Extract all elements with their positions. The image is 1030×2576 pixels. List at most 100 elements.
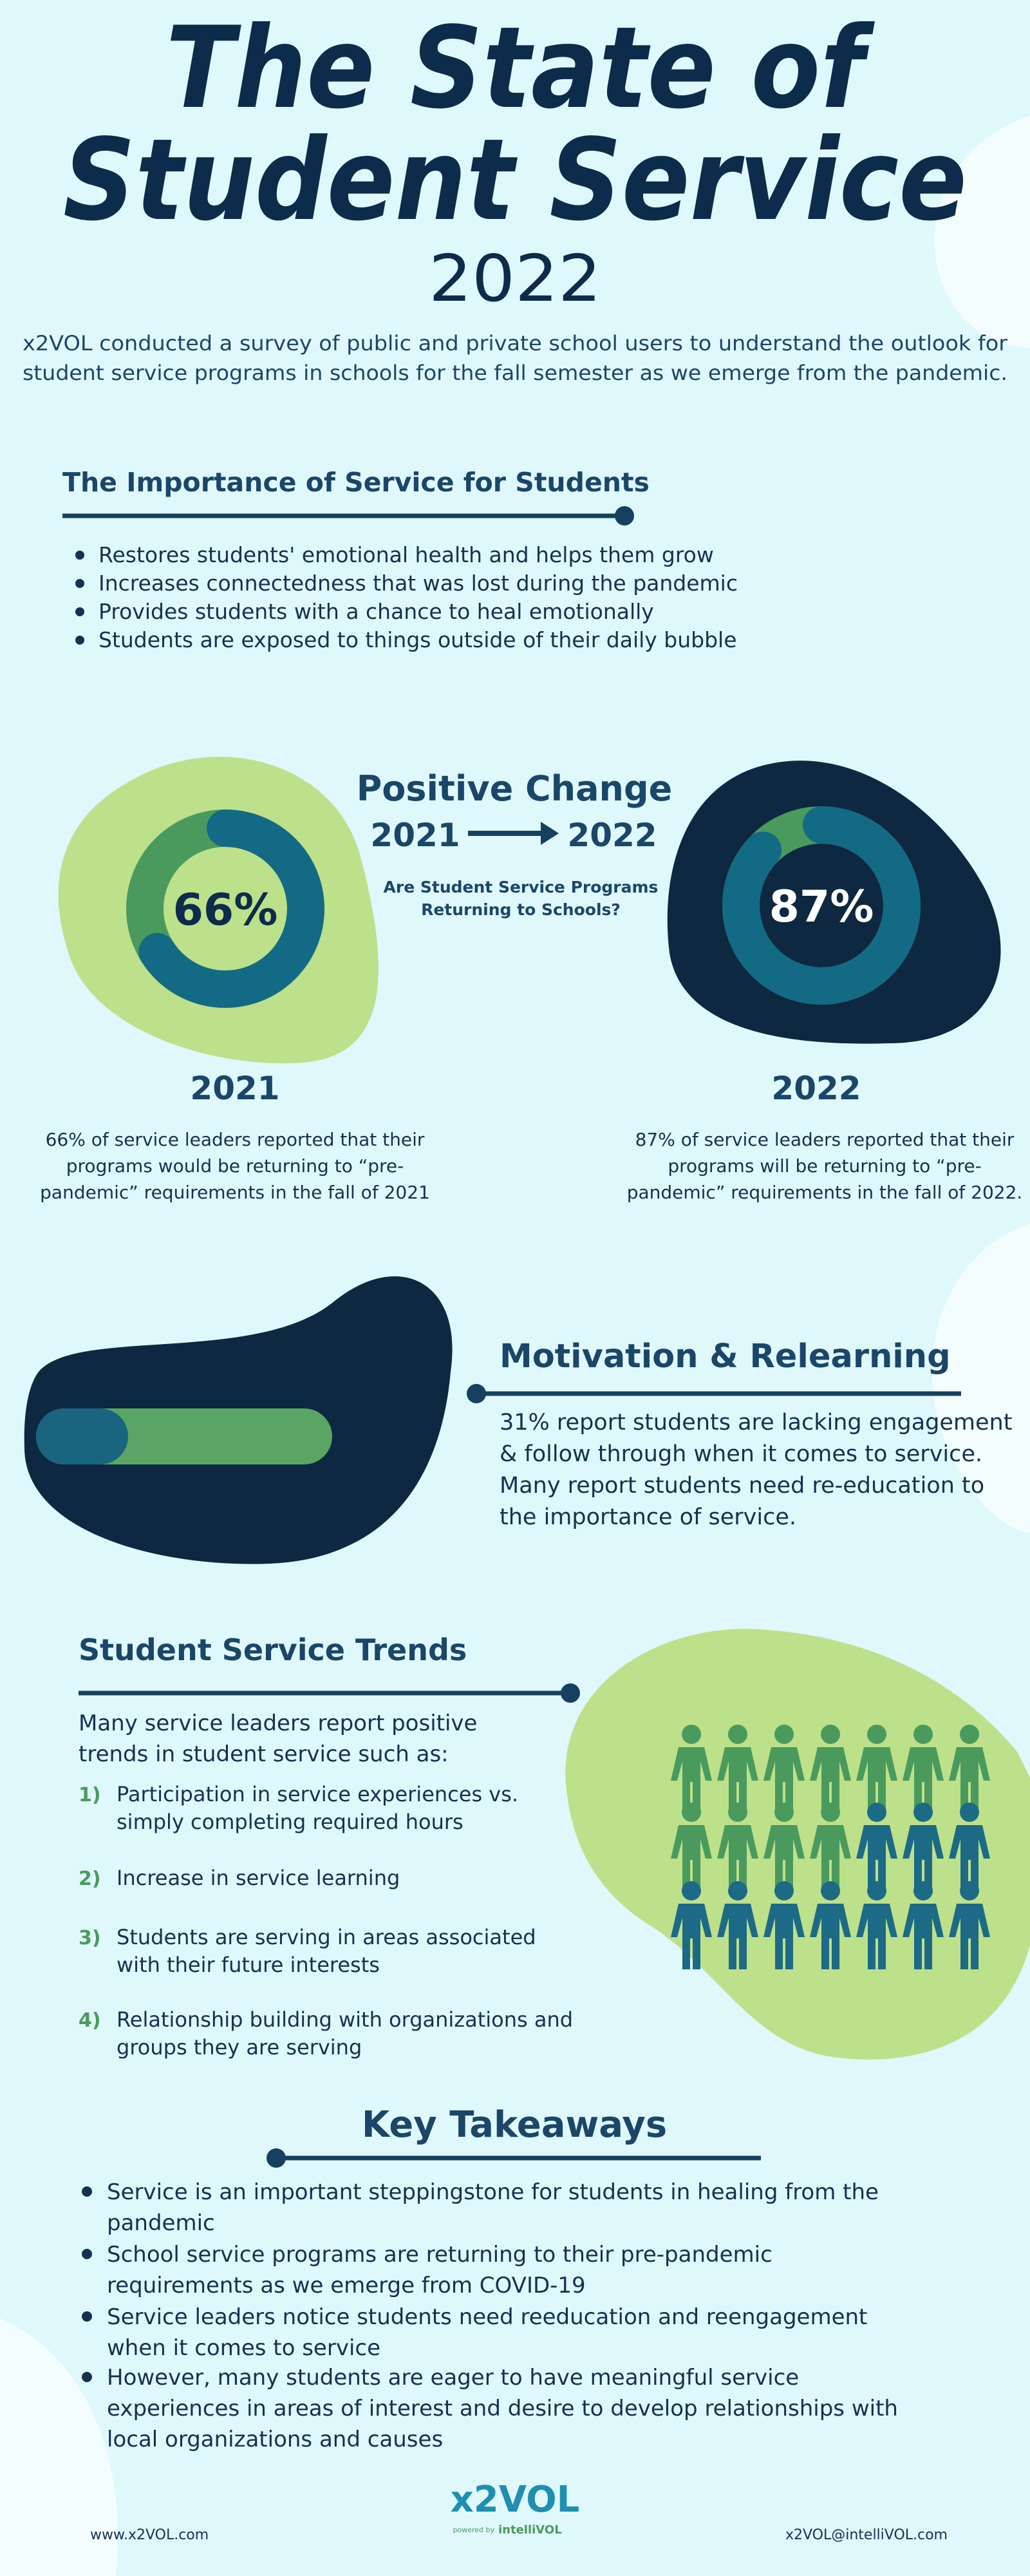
donut-description: programs will be returning to “pre- [668,1155,981,1177]
arrow-head [541,822,559,845]
email: x2VOL@intelliVOL.com [785,2527,948,2543]
person-body [671,1825,712,1891]
bg-blob [934,116,1030,348]
bullet-text: when it comes to service [107,2335,380,2361]
person-body [856,1825,897,1891]
divider-dot [561,1683,580,1703]
donut-label: 87% [769,882,874,933]
person-head [682,1725,701,1744]
item-text: Students are serving in areas associated [117,1925,536,1949]
bullet-text: Service is an important steppingstone fo… [107,2179,879,2205]
person-head [774,1803,794,1822]
donut-arc [722,806,921,1005]
title: Student Service [63,115,967,246]
person-body [810,1747,851,1813]
person-body [763,1904,805,1969]
bullet-text: School service programs are returning to… [107,2242,772,2268]
donut-year: 2021 [190,1070,279,1107]
donut-arc [126,810,324,1008]
section-title: The Importance of Service for Students [62,467,650,498]
person-head [821,1725,840,1744]
person-body [763,1747,805,1813]
person-body [949,1825,990,1891]
people-grid [671,1725,990,1969]
person-head [682,1881,701,1900]
bullet [82,2372,92,2382]
person-body [763,1825,805,1891]
item-text: simply completing required hours [117,1810,464,1834]
divider-dot [615,506,634,526]
bg-blob [932,1224,1030,1533]
donut-description: pandemic” requirements in the fall of 20… [627,1182,1023,1203]
title: The State of [166,3,876,134]
year-from: 2021 [370,817,460,854]
year: 2022 [429,241,601,316]
person-body [671,1904,712,1969]
bullet [82,2249,92,2259]
logo-brand: intelliVOL [498,2523,562,2537]
bullet [75,636,84,645]
motivation-text: & follow through when it comes to servic… [500,1441,982,1467]
bullet-text: Students are exposed to things outside o… [98,627,737,652]
item-number: 3) [79,1927,101,1949]
person-body [903,1825,944,1891]
person-head [960,1725,979,1744]
year-to: 2022 [567,817,657,854]
person-body [903,1904,944,1969]
bullet-text: Provides students with a chance to heal … [98,599,654,624]
person-head [774,1881,794,1900]
bullet-text: However, many students are eager to have… [107,2365,799,2391]
donut-description: 87% of service leaders reported that the… [635,1129,1015,1150]
section-title: Motivation & Relearning [500,1338,951,1376]
bullet-text: local organizations and causes [107,2427,443,2452]
item-text: Relationship building with organizations… [117,2007,573,2032]
section-title: Student Service Trends [79,1633,467,1667]
bullet [82,2311,92,2322]
blob [58,757,379,1064]
person-body [717,1825,758,1891]
person-body [717,1904,758,1969]
item-number: 1) [79,1784,101,1806]
bullet-text: Increases connectedness that was lost du… [98,571,738,596]
bullet [75,551,84,560]
divider-dot [467,1384,486,1403]
logo: x2VOL [451,2479,580,2521]
person-head [728,1881,747,1900]
person-head [960,1803,979,1822]
person-head [728,1725,747,1744]
person-body [903,1747,944,1813]
intro-text: x2VOL conducted a survey of public and p… [23,331,1008,355]
item-number: 4) [79,2009,101,2032]
donut-description: programs would be returning to “pre- [66,1155,404,1177]
bullet-text: experiences in areas of interest and des… [107,2396,898,2421]
question: Returning to Schools? [421,900,621,919]
person-body [810,1825,851,1891]
bullet-text: Restores students' emotional health and … [98,542,714,567]
motivation-text: the importance of service. [500,1504,796,1530]
item-text: with their future interests [117,1953,380,1977]
person-head [960,1881,979,1900]
donut-year: 2022 [771,1070,861,1107]
intro-text: student service programs in schools for … [23,361,1007,385]
person-head [913,1725,933,1744]
trends-intro: Many service leaders report positive [79,1710,477,1736]
person-head [867,1803,886,1822]
person-head [682,1803,701,1822]
person-head [728,1803,747,1822]
item-text: Increase in service learning [117,1866,400,1890]
person-body [810,1904,851,1969]
trends-intro: trends in student service such as: [79,1741,449,1767]
person-body [949,1747,990,1813]
section-title: Positive Change [357,768,673,809]
motivation-text: Many report students need re-education t… [500,1473,984,1499]
person-head [774,1725,794,1744]
person-body [949,1904,990,1969]
progress-fill [36,1408,128,1464]
bullet [82,2186,92,2197]
bullet [75,607,84,616]
person-body [717,1747,758,1813]
bullet-text: Service leaders notice students need ree… [107,2304,867,2330]
website: www.x2VOL.com [90,2527,209,2543]
item-number: 2) [79,1868,101,1890]
